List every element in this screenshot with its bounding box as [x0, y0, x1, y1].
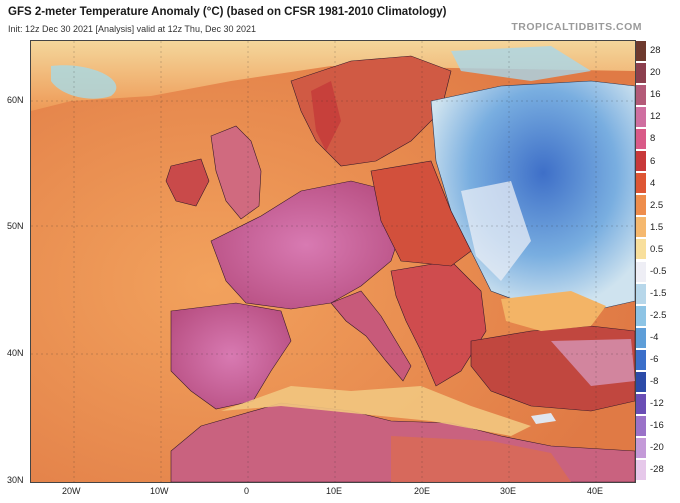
legend-level: -2.5 — [636, 304, 680, 327]
legend-label: 6 — [650, 155, 656, 167]
lon-label-20e: 20E — [414, 486, 431, 496]
legend-label: -28 — [650, 464, 664, 476]
anomaly-map-graphic — [31, 41, 635, 482]
legend-label: -0.5 — [650, 265, 667, 277]
lat-label-60n: 60N — [7, 95, 24, 105]
legend-label: 20 — [650, 67, 661, 79]
legend-level: 6 — [636, 150, 680, 173]
legend-label: -8 — [650, 376, 659, 388]
legend-swatch — [636, 62, 646, 85]
lon-label-30e: 30E — [500, 486, 517, 496]
legend-swatch — [636, 392, 646, 415]
legend-level: -16 — [636, 414, 680, 437]
legend-swatch — [636, 172, 646, 195]
lon-label-10e: 10E — [326, 486, 343, 496]
legend-label: -6 — [650, 353, 659, 365]
legend-label: 4 — [650, 177, 656, 189]
legend-label: -20 — [650, 442, 664, 454]
legend-swatch — [636, 150, 646, 173]
legend-label: 16 — [650, 89, 661, 101]
legend-swatch — [636, 458, 646, 481]
legend-level: -8 — [636, 370, 680, 393]
legend-swatch — [636, 106, 646, 129]
legend-level: 28 — [636, 40, 680, 63]
legend-level: 12 — [636, 106, 680, 129]
legend-level: -12 — [636, 392, 680, 415]
legend-level: -1.5 — [636, 282, 680, 305]
legend-level: 8 — [636, 128, 680, 151]
lon-label-10w: 10W — [150, 486, 169, 496]
legend-swatch — [636, 84, 646, 107]
legend-level: 20 — [636, 62, 680, 85]
legend-level: -28 — [636, 458, 680, 481]
lon-label-40e: 40E — [587, 486, 604, 496]
legend-level: 1.5 — [636, 216, 680, 239]
legend-label: -4 — [650, 331, 659, 343]
chart-header: GFS 2-meter Temperature Anomaly (°C) (ba… — [8, 4, 672, 38]
legend-level: 16 — [636, 84, 680, 107]
legend-level: -20 — [636, 436, 680, 459]
legend-swatch — [636, 348, 646, 371]
lat-label-50n: 50N — [7, 221, 24, 231]
legend-level: 2.5 — [636, 194, 680, 217]
legend-level: 4 — [636, 172, 680, 195]
legend-swatch — [636, 128, 646, 151]
legend-label: -12 — [650, 398, 664, 410]
legend-swatch — [636, 370, 646, 393]
brand-watermark: TROPICALTIDBITS.COM — [511, 21, 642, 33]
legend-level: -6 — [636, 348, 680, 371]
legend-label: 1.5 — [650, 221, 664, 233]
legend-label: 0.5 — [650, 243, 664, 255]
lat-label-30n: 30N — [7, 475, 24, 485]
lat-label-40n: 40N — [7, 348, 24, 358]
legend-label: 28 — [650, 45, 661, 57]
legend-swatch — [636, 216, 646, 239]
legend-swatch — [636, 194, 646, 217]
legend-swatch — [636, 414, 646, 437]
legend-swatch — [636, 304, 646, 327]
lon-label-0: 0 — [244, 486, 250, 496]
legend-level: -0.5 — [636, 260, 680, 283]
legend-swatch — [636, 282, 646, 305]
legend-swatch — [636, 326, 646, 349]
legend-label: -1.5 — [650, 287, 667, 299]
legend-swatch — [636, 260, 646, 283]
legend-level: -4 — [636, 326, 680, 349]
legend-swatch — [636, 436, 646, 459]
color-legend: 28 20 16 12 8 6 4 2.5 1.5 0.5 -0.5 -1.5 -2.5 -4 -6 -8 -1… — [636, 40, 680, 481]
legend-swatch — [636, 238, 646, 261]
legend-label: -2.5 — [650, 309, 667, 321]
legend-label: 8 — [650, 133, 656, 145]
legend-level: 0.5 — [636, 238, 680, 261]
lon-label-20w: 20W — [62, 486, 81, 496]
legend-label: 12 — [650, 111, 661, 123]
legend-label: -16 — [650, 420, 664, 432]
legend-swatch — [636, 40, 646, 63]
chart-subtitle: Init: 12z Dec 30 2021 [Analysis] valid a… — [8, 24, 256, 34]
anomaly-map — [30, 40, 636, 483]
legend-label: 2.5 — [650, 199, 664, 211]
chart-title: GFS 2-meter Temperature Anomaly (°C) (ba… — [8, 6, 447, 18]
